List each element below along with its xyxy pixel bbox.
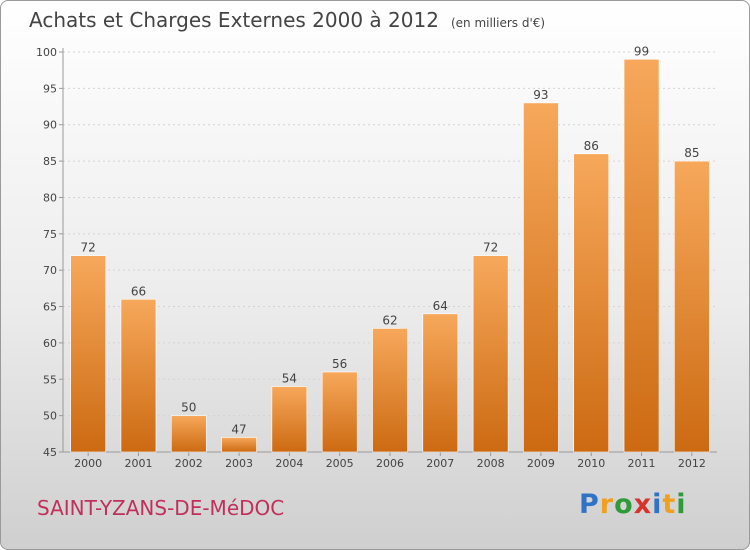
x-tick-label-2011: 2011 bbox=[628, 457, 656, 470]
data-label-2007: 64 bbox=[433, 299, 448, 313]
x-tick-label-2002: 2002 bbox=[175, 457, 203, 470]
data-label-2003: 47 bbox=[231, 422, 246, 436]
data-label-2012: 85 bbox=[684, 146, 699, 160]
x-tick-label-2010: 2010 bbox=[577, 457, 605, 470]
y-tick-label: 100 bbox=[36, 46, 57, 59]
x-tick-label-2005: 2005 bbox=[326, 457, 354, 470]
data-labels: 72 66 50 47 54 56 62 64 72 93 86 99 85 bbox=[81, 44, 700, 436]
bar-2002 bbox=[170, 415, 207, 453]
y-tick-label: 95 bbox=[43, 82, 57, 95]
bar-2011 bbox=[623, 58, 660, 453]
bar-2008 bbox=[472, 255, 509, 453]
y-tick-label: 85 bbox=[43, 155, 57, 168]
y-tick-label: 45 bbox=[43, 446, 57, 459]
y-tick-label: 70 bbox=[43, 264, 57, 277]
bars bbox=[70, 58, 710, 453]
y-tick-label: 65 bbox=[43, 301, 57, 314]
axes: 45 50 55 60 65 70 75 80 85 90 95 100 2000 2001 2002 200… bbox=[36, 46, 717, 470]
bar-2006 bbox=[372, 328, 408, 453]
logo-letter: r bbox=[599, 489, 615, 520]
chart-title: Achats et Charges Externes 2000 à 2012 bbox=[29, 8, 439, 32]
bar-2001 bbox=[120, 298, 157, 453]
y-tick-label: 55 bbox=[43, 373, 57, 386]
x-tick-label-2004: 2004 bbox=[275, 457, 303, 470]
logo-letter: o bbox=[614, 489, 634, 520]
data-label-2005: 56 bbox=[332, 357, 347, 371]
y-tick-label: 60 bbox=[43, 337, 57, 350]
bar-2007 bbox=[422, 313, 459, 453]
bar-2012 bbox=[674, 160, 710, 453]
bar-2005 bbox=[321, 371, 358, 453]
bar-2004 bbox=[271, 386, 308, 453]
logo-letter: i bbox=[652, 489, 663, 520]
x-tick-label-2001: 2001 bbox=[124, 457, 152, 470]
data-label-2006: 62 bbox=[382, 313, 397, 327]
x-tick-label-2006: 2006 bbox=[376, 457, 404, 470]
data-label-2001: 66 bbox=[131, 284, 146, 298]
logo-letter: x bbox=[633, 489, 653, 520]
x-tick-label-2012: 2012 bbox=[678, 457, 706, 470]
logo-letter: P bbox=[579, 489, 600, 520]
data-label-2011: 99 bbox=[634, 44, 649, 58]
x-tick-label-2000: 2000 bbox=[74, 457, 102, 470]
data-label-2008: 72 bbox=[483, 241, 498, 255]
chart-title-block: Achats et Charges Externes 2000 à 2012 (e… bbox=[29, 8, 545, 32]
y-tick-label: 50 bbox=[43, 410, 57, 423]
bar-2010 bbox=[573, 153, 610, 453]
x-tick-label-2003: 2003 bbox=[225, 457, 253, 470]
data-label-2009: 93 bbox=[533, 88, 548, 102]
data-label-2004: 54 bbox=[282, 372, 297, 386]
x-tick-label-2008: 2008 bbox=[477, 457, 505, 470]
y-tick-label: 90 bbox=[43, 119, 57, 132]
y-tick-label: 75 bbox=[43, 228, 57, 241]
logo-letter: t bbox=[662, 489, 677, 520]
y-tick-label: 80 bbox=[43, 191, 57, 204]
commune-name: SAINT-YZANS-DE-MéDOC bbox=[37, 496, 285, 520]
bar-2000 bbox=[70, 255, 106, 453]
logo-letter: i bbox=[676, 489, 687, 520]
bar-2003 bbox=[221, 437, 257, 453]
x-tick-label-2009: 2009 bbox=[527, 457, 555, 470]
data-label-2000: 72 bbox=[81, 241, 96, 255]
bar-2009 bbox=[523, 102, 559, 453]
data-label-2010: 86 bbox=[584, 139, 599, 153]
unit-note: (en milliers d'€) bbox=[450, 16, 546, 30]
proxiti-logo: Proxiti bbox=[579, 489, 687, 520]
data-label-2002: 50 bbox=[181, 401, 196, 415]
x-tick-label-2007: 2007 bbox=[426, 457, 454, 470]
